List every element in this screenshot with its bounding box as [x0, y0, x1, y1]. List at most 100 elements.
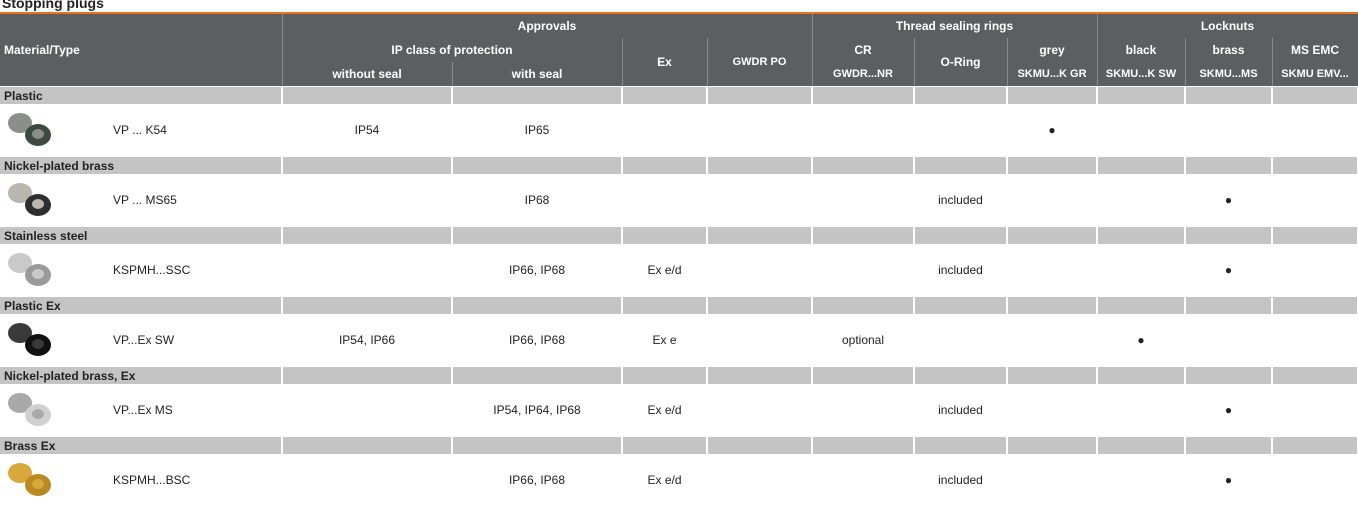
header-cell: without seal — [282, 62, 453, 87]
empty-cell — [707, 384, 812, 437]
section-cell — [282, 156, 453, 174]
value-cell: IP54, IP64, IP68 — [493, 403, 581, 417]
empty-cell — [707, 314, 812, 367]
section-cell — [282, 226, 453, 244]
value-cell: optional — [841, 333, 885, 347]
header-cell: grey — [1007, 38, 1098, 62]
section-cell — [1272, 366, 1358, 384]
value-cell: IP65 — [524, 123, 550, 137]
value-cell: included — [938, 193, 983, 207]
value-cell: ● — [1224, 193, 1233, 207]
product-icon — [8, 462, 51, 496]
title-rule — [0, 12, 1358, 14]
section-cell — [452, 436, 623, 454]
product-image-cell — [0, 244, 105, 297]
empty-cell — [1007, 454, 1097, 506]
page-title: Stopping plugs — [2, 0, 104, 11]
section-cell — [452, 366, 623, 384]
header-cell: IP class of protection — [282, 38, 623, 62]
section-cell — [1007, 156, 1098, 174]
section-cell — [282, 436, 453, 454]
empty-cell — [1272, 244, 1358, 297]
section-cell — [812, 296, 915, 314]
section-cell — [1097, 366, 1186, 384]
section-cell — [914, 436, 1008, 454]
empty-cell — [1097, 454, 1185, 506]
product-type: KSPMH...BSC — [113, 473, 191, 487]
empty-cell — [1272, 104, 1358, 157]
value-cell: included — [938, 263, 983, 277]
value-cell: IP54, IP66 — [338, 333, 396, 347]
section-cell — [1185, 436, 1273, 454]
section-cell — [622, 156, 708, 174]
value-cell: Ex e/d — [647, 403, 682, 417]
product-row: VP...Ex SW IP54, IP66 IP66, IP68 Ex e option… — [0, 314, 1358, 367]
empty-cell — [1272, 384, 1358, 437]
empty-cell — [1097, 244, 1185, 297]
section-cell — [1097, 156, 1186, 174]
section-cell — [1097, 436, 1186, 454]
section-cell — [1272, 86, 1358, 104]
empty-cell — [282, 384, 452, 437]
value-cell: ● — [1048, 123, 1056, 137]
section-cell — [1185, 296, 1273, 314]
section-cell — [1272, 226, 1358, 244]
section-cell — [914, 226, 1008, 244]
section-label: Plastic — [0, 86, 283, 104]
value-cell: IP66, IP68 — [508, 263, 566, 277]
empty-cell — [1272, 314, 1358, 367]
section-cell — [707, 366, 813, 384]
product-image-cell — [0, 104, 105, 157]
product-row: KSPMH...BSC IP66, IP68 Ex e/d included ● — [0, 454, 1358, 506]
value-cell: Ex e/d — [647, 473, 682, 487]
section-cell — [812, 436, 915, 454]
header-cell: MS EMC — [1272, 38, 1358, 62]
section-cell — [1007, 226, 1098, 244]
empty-cell — [622, 104, 707, 157]
product-icon — [8, 322, 51, 356]
section-cell — [1097, 296, 1186, 314]
section-cell — [812, 86, 915, 104]
section-cell — [1272, 436, 1358, 454]
table-body: Plastic VP ... K54 IP54 IP65 ● Nickel-plated … — [0, 86, 1358, 507]
product-image-cell — [0, 314, 105, 367]
empty-cell — [282, 244, 452, 297]
empty-cell — [707, 104, 812, 157]
header-cell: GWDR PO — [707, 38, 813, 87]
section-row: Nickel-plated brass — [0, 156, 1358, 174]
section-cell — [1007, 366, 1098, 384]
section-cell — [1185, 156, 1273, 174]
value-cell: IP66, IP68 — [508, 473, 566, 487]
empty-cell — [812, 174, 914, 227]
empty-cell — [812, 104, 914, 157]
section-cell — [914, 156, 1008, 174]
section-cell — [707, 86, 813, 104]
empty-cell — [914, 104, 1007, 157]
header-cell: Ex — [622, 38, 708, 87]
empty-cell — [812, 384, 914, 437]
empty-cell — [1185, 314, 1272, 367]
section-cell — [707, 436, 813, 454]
value-cell: IP68 — [524, 193, 550, 207]
section-label: Nickel-plated brass — [0, 156, 283, 174]
section-cell — [282, 86, 453, 104]
section-row: Nickel-plated brass, Ex — [0, 366, 1358, 384]
header-cell: black — [1097, 38, 1186, 62]
plug-table: Material/Type Approvals Thread sealing r… — [0, 14, 1358, 506]
section-cell — [1272, 296, 1358, 314]
section-label: Nickel-plated brass, Ex — [0, 366, 283, 384]
product-row: KSPMH...SSC IP66, IP68 Ex e/d included ● — [0, 244, 1358, 297]
value-cell: IP66, IP68 — [508, 333, 566, 347]
header-cell: Thread sealing rings — [812, 14, 1098, 38]
product-icon — [8, 112, 51, 146]
header-cell: with seal — [452, 62, 623, 87]
header-cell: SKMU EMV... — [1272, 62, 1358, 87]
section-cell — [622, 226, 708, 244]
section-cell — [622, 366, 708, 384]
section-cell — [1097, 86, 1186, 104]
section-cell — [707, 156, 813, 174]
section-cell — [282, 366, 453, 384]
product-image-cell — [0, 454, 105, 506]
value-cell: Ex e — [652, 333, 677, 347]
table-header: Material/Type Approvals Thread sealing r… — [0, 14, 1358, 87]
